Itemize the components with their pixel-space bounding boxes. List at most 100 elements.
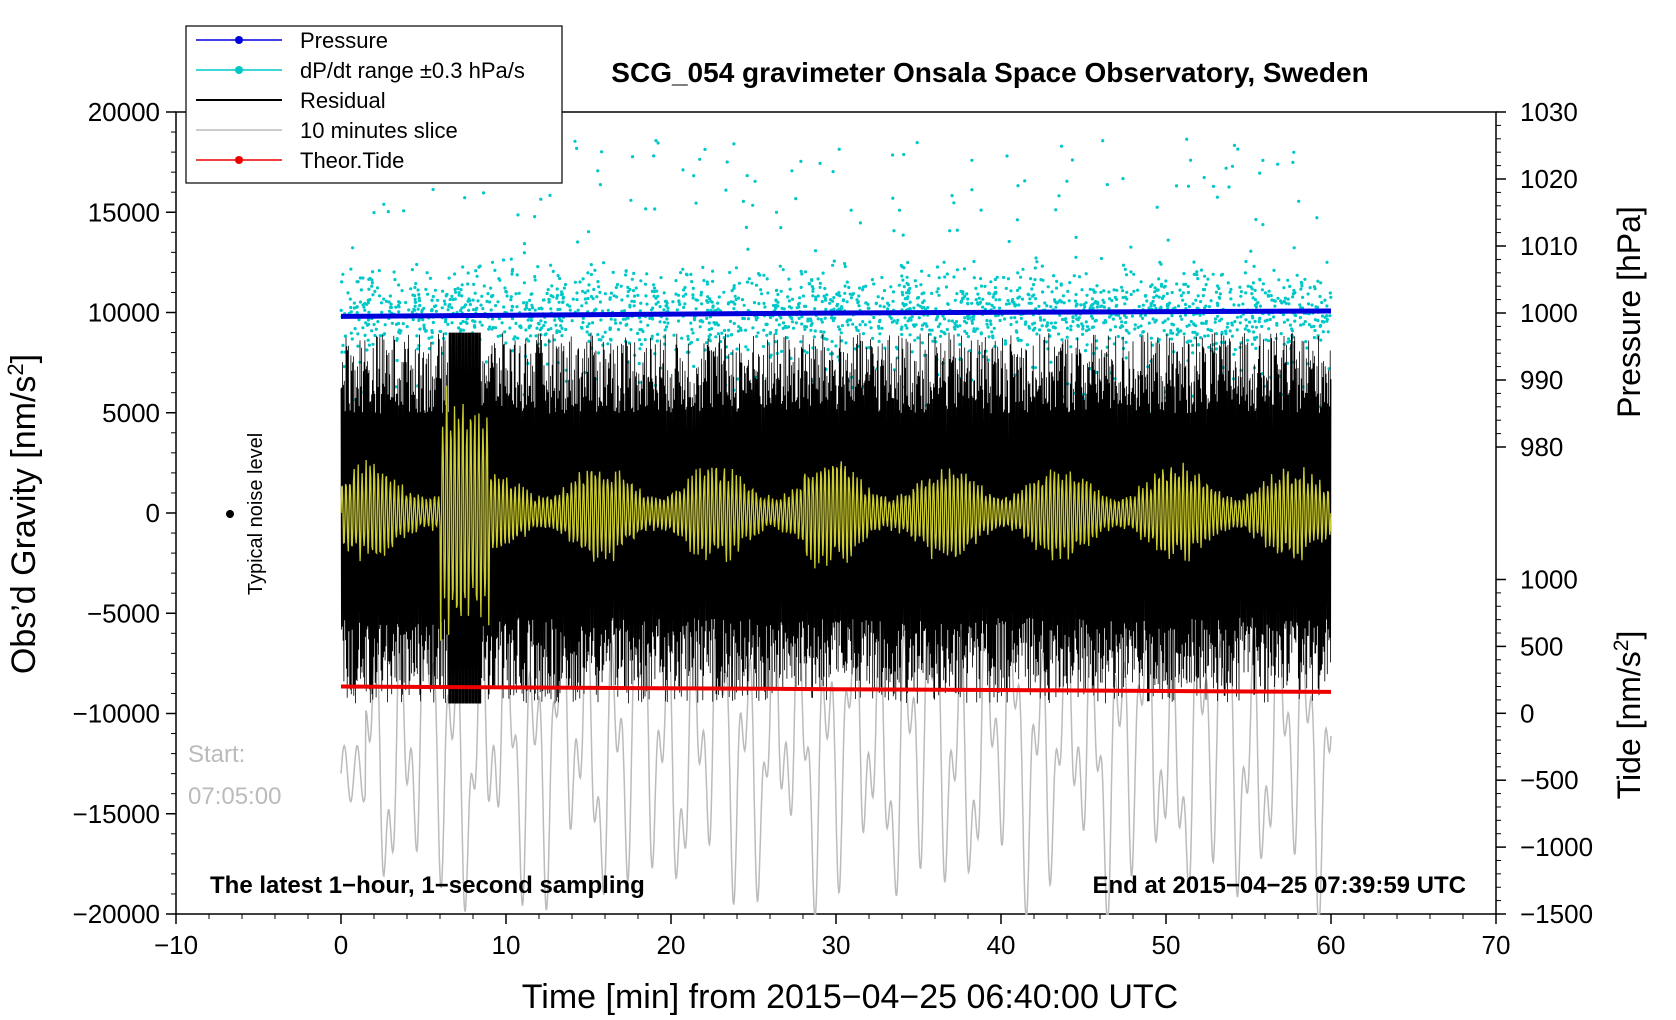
dpdt-point xyxy=(965,292,969,296)
dpdt-point xyxy=(1033,297,1038,301)
dpdt-point xyxy=(1165,292,1169,296)
dpdt-point xyxy=(1183,302,1188,307)
dpdt-point xyxy=(1046,321,1050,325)
dpdt-point xyxy=(1093,319,1097,323)
dpdt-point xyxy=(937,276,941,280)
dpdt-point xyxy=(1170,290,1174,295)
dpdt-point xyxy=(580,304,584,308)
dpdt-point xyxy=(355,311,359,315)
dpdt-point xyxy=(1107,306,1111,311)
dpdt-point xyxy=(491,325,495,330)
dpdt-point xyxy=(1264,338,1268,342)
dpdt-point xyxy=(1315,216,1319,220)
dpdt-point xyxy=(511,349,515,353)
dpdt-point xyxy=(434,309,438,313)
dpdt-point xyxy=(902,152,906,157)
dpdt-point xyxy=(727,328,731,332)
dpdt-point xyxy=(798,296,802,300)
dpdt-point xyxy=(384,299,388,303)
dpdt-point xyxy=(775,288,779,292)
dpdt-point xyxy=(1111,317,1115,321)
dpdt-point xyxy=(365,348,369,352)
dpdt-point xyxy=(579,325,584,329)
dpdt-point xyxy=(941,314,945,318)
dpdt-point xyxy=(504,341,508,345)
dpdt-point xyxy=(733,302,737,306)
dpdt-point xyxy=(632,299,636,304)
x-tick-label: 20 xyxy=(657,930,686,960)
dpdt-point xyxy=(1166,317,1170,321)
dpdt-point xyxy=(598,290,602,294)
dpdt-point xyxy=(651,317,655,321)
pressure-axis-label: Pressure [hPa] xyxy=(1611,206,1647,418)
dpdt-point xyxy=(350,337,354,341)
dpdt-point xyxy=(686,334,690,338)
dpdt-point xyxy=(1178,288,1182,292)
dpdt-point xyxy=(744,345,748,349)
dpdt-point xyxy=(1052,274,1056,278)
dpdt-point xyxy=(355,305,359,309)
dpdt-point xyxy=(1286,318,1290,322)
dpdt-point xyxy=(1236,147,1240,151)
dpdt-point xyxy=(993,277,997,282)
dpdt-point xyxy=(546,288,550,292)
dpdt-point xyxy=(555,296,559,300)
dpdt-point xyxy=(543,343,548,347)
dpdt-point xyxy=(1095,346,1099,350)
dpdt-point xyxy=(639,301,643,305)
dpdt-point xyxy=(1156,339,1160,344)
tide-series xyxy=(340,684,1332,694)
dpdt-point xyxy=(807,282,811,286)
dpdt-point xyxy=(434,304,438,308)
dpdt-point xyxy=(952,275,956,279)
dpdt-point xyxy=(639,342,644,346)
dpdt-point xyxy=(690,280,694,284)
dpdt-point xyxy=(505,294,509,298)
dpdt-point xyxy=(1156,288,1160,292)
dpdt-point xyxy=(658,305,662,309)
dpdt-point xyxy=(1118,316,1122,320)
dpdt-point xyxy=(914,323,918,327)
dpdt-point xyxy=(510,267,515,272)
dpdt-point xyxy=(1110,299,1114,303)
dpdt-point xyxy=(1159,262,1163,266)
dpdt-point xyxy=(652,283,656,287)
dpdt-point xyxy=(1095,339,1099,343)
dpdt-point xyxy=(1193,330,1197,334)
dpdt-point xyxy=(396,303,400,308)
dpdt-point xyxy=(756,331,760,335)
dpdt-point xyxy=(1195,270,1199,274)
dpdt-point xyxy=(1207,305,1211,309)
dpdt-point xyxy=(711,269,715,273)
dpdt-point xyxy=(394,385,398,389)
dpdt-point xyxy=(1054,286,1059,290)
dpdt-point xyxy=(560,334,564,338)
dpdt-point xyxy=(936,314,940,318)
dpdt-point xyxy=(1267,327,1271,331)
dpdt-point xyxy=(779,316,783,320)
dpdt-point xyxy=(1032,293,1036,297)
dpdt-point xyxy=(747,277,751,281)
dpdt-point xyxy=(1063,317,1067,322)
dpdt-point xyxy=(609,338,613,342)
dpdt-point xyxy=(586,289,590,293)
dpdt-point xyxy=(376,320,380,324)
dpdt-point xyxy=(561,295,566,299)
dpdt-point xyxy=(845,300,849,304)
dpdt-point xyxy=(1245,338,1250,342)
dpdt-point xyxy=(664,304,668,308)
dpdt-point xyxy=(533,308,537,312)
dpdt-point xyxy=(735,347,739,351)
dpdt-point xyxy=(1151,299,1155,303)
dpdt-point xyxy=(459,288,463,292)
dpdt-point xyxy=(473,291,477,295)
dpdt-point xyxy=(694,298,698,302)
dpdt-point xyxy=(1102,300,1106,305)
dpdt-point xyxy=(1204,304,1208,308)
dpdt-point xyxy=(522,242,527,246)
dpdt-point xyxy=(393,278,397,282)
dpdt-point xyxy=(882,305,886,309)
dpdt-point xyxy=(445,292,449,296)
dpdt-point xyxy=(583,291,587,295)
dpdt-point xyxy=(757,302,761,306)
